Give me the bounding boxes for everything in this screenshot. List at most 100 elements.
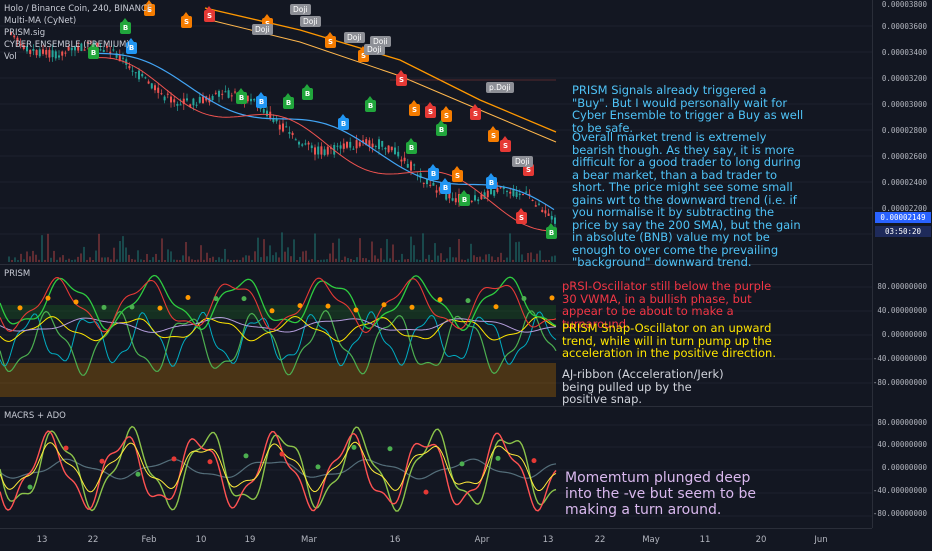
volume-bar: [410, 236, 412, 262]
volume-bar: [206, 252, 208, 262]
buy-signal-marker: B: [283, 93, 294, 109]
candle-body: [285, 126, 288, 128]
sell-signal-marker: S: [488, 126, 499, 142]
volume-bar: [263, 239, 265, 262]
volume-bar: [260, 257, 262, 262]
volume-bar: [554, 255, 556, 262]
price-tick: 0.00003200: [881, 74, 927, 83]
volume-bar: [248, 255, 250, 262]
prsi-crossover-dot: [381, 302, 387, 308]
snap-oscillator-line: [0, 316, 557, 342]
time-tick: 11: [699, 535, 711, 545]
time-tick: 22: [87, 535, 99, 545]
price-axis[interactable]: 0.00003800 0.00003600 0.00003400 0.00003…: [872, 0, 932, 528]
volume-bar: [14, 257, 16, 262]
volume-bar: [407, 259, 409, 262]
candle-body: [522, 194, 524, 196]
volume-bar: [332, 242, 334, 262]
candle-body: [502, 186, 505, 189]
candle-body: [186, 98, 188, 101]
candle-body: [54, 51, 57, 59]
sell-signal-marker: S: [204, 6, 215, 22]
annotation-prism-buy: PRISM Signals already triggered a "Buy".…: [572, 83, 804, 135]
buy-signal-marker: B: [126, 38, 137, 54]
volume-bar: [8, 256, 10, 262]
pdoji-marker: p.Doji: [486, 82, 514, 93]
volume-bar: [431, 259, 433, 262]
candle-body: [13, 35, 16, 38]
candle-body: [83, 49, 86, 51]
candle-body: [474, 195, 476, 201]
candle-body: [19, 43, 22, 45]
volume-bar: [524, 259, 526, 262]
buy-signal-marker: B: [365, 96, 376, 112]
volume-bar: [428, 254, 430, 262]
candle-body: [291, 132, 294, 136]
candle-body: [22, 45, 25, 49]
volume-bar: [359, 238, 361, 262]
prsi-crossover-dot: [241, 296, 247, 302]
candle-body: [150, 83, 153, 89]
macrs-pane-label[interactable]: MACRS + ADO: [4, 411, 66, 421]
volume-bar: [92, 259, 94, 262]
candle-body: [70, 47, 73, 51]
candle-body: [413, 164, 416, 166]
volume-bar: [29, 256, 31, 262]
volume-bar: [104, 257, 106, 262]
indicator-cyber-ensemble[interactable]: CYBER ENSEMBLE (PREMIUM): [4, 40, 130, 50]
volume-bar: [329, 253, 331, 262]
macrs-crossover-dot: [387, 446, 393, 452]
volume-bar: [380, 248, 382, 262]
prsi-crossover-dot: [325, 303, 331, 309]
buy-signal-marker: B: [406, 138, 417, 154]
buy-signal-marker: B: [486, 173, 497, 189]
bar-countdown-label: 03:50:20: [875, 226, 931, 237]
volume-bar: [389, 258, 391, 262]
indicator-multi-ma[interactable]: Multi-MA (CyNet): [4, 16, 77, 26]
prism-pane-label[interactable]: PRISM: [4, 269, 31, 279]
volume-bar: [317, 259, 319, 262]
macrs-crossover-dot: [351, 444, 357, 450]
time-tick: 10: [195, 535, 207, 545]
symbol-title[interactable]: Holo / Binance Coin, 240, BINANCE: [4, 4, 153, 14]
volume-bar: [119, 241, 121, 262]
volume-bar: [74, 259, 76, 262]
volume-bar: [71, 259, 73, 262]
volume-bar: [128, 254, 130, 262]
prism-indicator-canvas[interactable]: [0, 265, 872, 406]
price-chart-pane[interactable]: Holo / Binance Coin, 240, BINANCE Multi-…: [0, 0, 872, 268]
prism-indicator-pane[interactable]: PRISM pRSI-Oscillator still below the pu…: [0, 264, 872, 406]
volume-bar: [239, 259, 241, 262]
indicator-volume[interactable]: Vol: [4, 52, 17, 62]
volume-bar: [302, 251, 304, 262]
candle-body: [454, 198, 457, 203]
candle-body: [518, 193, 521, 196]
volume-bar: [434, 243, 436, 262]
candle-body: [230, 95, 233, 97]
candle-body: [538, 203, 540, 205]
candle-body: [96, 42, 99, 47]
volume-bar: [41, 235, 43, 262]
volume-bar: [227, 259, 229, 262]
volume-bar: [530, 252, 532, 262]
volume-bar: [185, 242, 187, 262]
volume-bar: [356, 257, 358, 262]
candle-body: [307, 142, 310, 145]
indicator-prism-sig[interactable]: PRISM.sig: [4, 28, 46, 38]
volume-bar: [68, 258, 70, 262]
doji-marker: Doji: [364, 44, 385, 55]
macrs-indicator-canvas[interactable]: [0, 407, 872, 529]
volume-bar: [422, 233, 424, 262]
macrs-crossover-dot: [315, 464, 321, 470]
volume-bar: [542, 259, 544, 262]
prsi-crossover-dot: [297, 303, 303, 309]
ado-line: [0, 458, 557, 480]
price-tick: 0.00003000: [881, 100, 927, 109]
buy-signal-marker: B: [256, 92, 267, 108]
time-tick: 16: [389, 535, 401, 545]
volume-bar: [143, 260, 145, 262]
time-axis[interactable]: 13 22 Feb 10 19 Mar 16 Apr 13 22 May 11 …: [0, 528, 872, 551]
macrs-indicator-pane[interactable]: MACRS + ADO Momemtum plunged deep into t…: [0, 406, 872, 529]
candle-body: [374, 146, 377, 148]
time-tick: 19: [244, 535, 256, 545]
